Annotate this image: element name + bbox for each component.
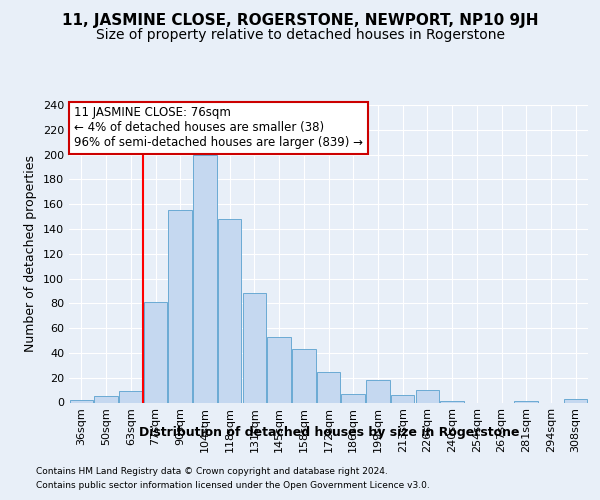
Bar [317,372,340,402]
Bar [366,380,389,402]
Text: Distribution of detached houses by size in Rogerstone: Distribution of detached houses by size … [139,426,519,439]
Bar [242,294,266,403]
Bar [169,210,192,402]
Y-axis label: Number of detached properties: Number of detached properties [25,155,37,352]
Bar [416,390,439,402]
Bar [564,399,587,402]
Bar [292,349,316,403]
Text: Size of property relative to detached houses in Rogerstone: Size of property relative to detached ho… [95,28,505,42]
Bar [193,154,217,402]
Bar [218,219,241,402]
Text: Contains HM Land Registry data © Crown copyright and database right 2024.: Contains HM Land Registry data © Crown c… [36,468,388,476]
Bar [94,396,118,402]
Text: 11 JASMINE CLOSE: 76sqm
← 4% of detached houses are smaller (38)
96% of semi-det: 11 JASMINE CLOSE: 76sqm ← 4% of detached… [74,106,363,150]
Text: Contains public sector information licensed under the Open Government Licence v3: Contains public sector information licen… [36,481,430,490]
Bar [119,392,143,402]
Bar [391,395,415,402]
Bar [268,337,291,402]
Bar [341,394,365,402]
Bar [70,400,93,402]
Text: 11, JASMINE CLOSE, ROGERSTONE, NEWPORT, NP10 9JH: 11, JASMINE CLOSE, ROGERSTONE, NEWPORT, … [62,12,538,28]
Bar [144,302,167,402]
